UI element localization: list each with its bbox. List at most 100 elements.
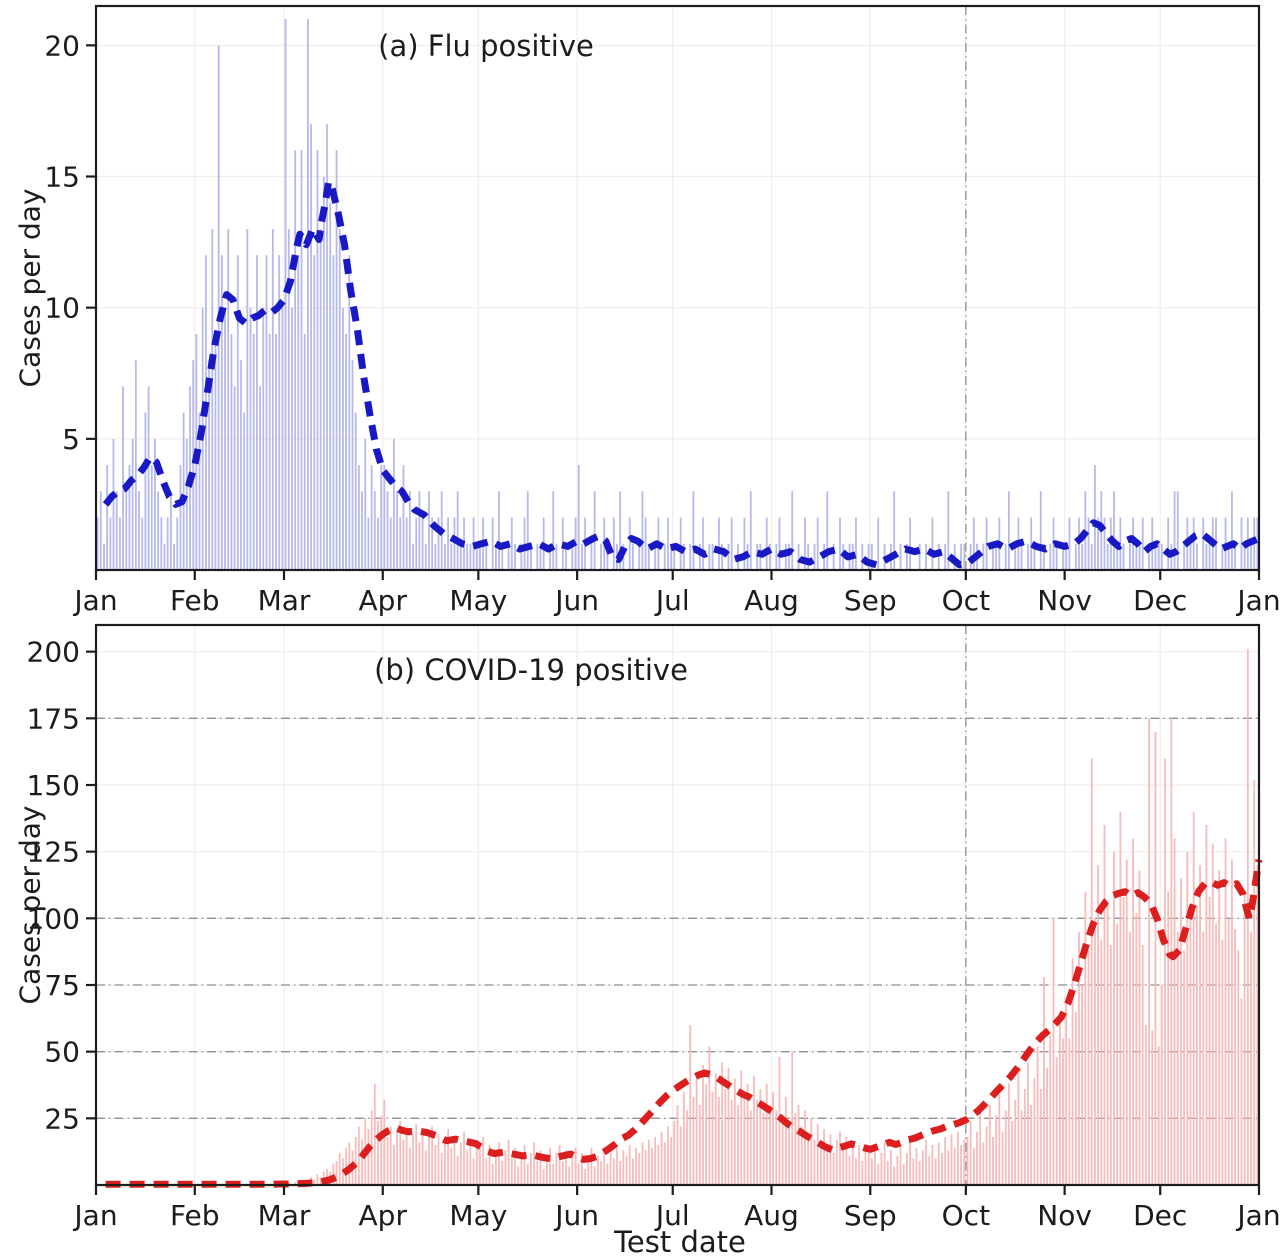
- daily-bar: [421, 517, 424, 570]
- x-tick-label: Sep: [844, 584, 897, 617]
- daily-bar: [109, 517, 112, 570]
- daily-bar: [1103, 517, 1106, 570]
- daily-bar: [408, 1147, 411, 1185]
- daily-bar: [1094, 918, 1096, 1185]
- daily-bar: [220, 255, 223, 570]
- daily-bar: [1132, 838, 1135, 1185]
- daily-bar: [335, 1161, 338, 1185]
- daily-bar: [415, 517, 418, 570]
- y-tick-label: 75: [44, 969, 80, 1002]
- daily-bar: [775, 1110, 778, 1185]
- daily-bar: [1071, 958, 1074, 1185]
- daily-bar: [1135, 913, 1138, 1185]
- daily-bar: [160, 517, 163, 570]
- daily-bar: [915, 1147, 918, 1185]
- daily-bar: [616, 1147, 618, 1185]
- daily-bar: [947, 1150, 950, 1185]
- daily-bar: [571, 543, 574, 570]
- daily-bar: [275, 333, 277, 570]
- daily-bar: [291, 307, 293, 570]
- daily-bar: [1192, 811, 1195, 1185]
- daily-bar: [444, 543, 446, 570]
- daily-bar: [1205, 543, 1208, 570]
- daily-bar: [256, 255, 258, 570]
- daily-bar: [886, 1161, 889, 1185]
- daily-bar: [494, 1153, 497, 1185]
- daily-bar: [520, 543, 523, 570]
- daily-bar: [606, 543, 609, 570]
- y-tick-label: 20: [44, 29, 80, 62]
- daily-bar: [1189, 543, 1192, 570]
- daily-bar: [348, 1142, 351, 1185]
- daily-bar: [555, 543, 558, 570]
- daily-bar: [507, 1139, 510, 1185]
- daily-bar: [1234, 543, 1236, 570]
- daily-bar: [1221, 939, 1224, 1185]
- daily-bar: [953, 1147, 956, 1185]
- daily-bar: [858, 1145, 861, 1185]
- daily-bar: [479, 543, 481, 570]
- daily-bar: [549, 543, 551, 570]
- x-tick-label: Jul: [654, 1199, 690, 1232]
- daily-bar: [377, 1121, 379, 1185]
- daily-bar: [931, 517, 934, 570]
- daily-bar: [740, 1070, 743, 1185]
- daily-bar: [1033, 543, 1036, 570]
- daily-bar: [577, 465, 580, 570]
- daily-bar: [412, 1134, 414, 1185]
- daily-bar: [1090, 758, 1093, 1185]
- daily-bar: [972, 1147, 975, 1185]
- daily-bar: [198, 412, 201, 570]
- daily-bar: [982, 1142, 985, 1185]
- x-tick-label: Nov: [1037, 584, 1092, 617]
- daily-bar: [797, 1105, 800, 1185]
- daily-bar: [1011, 1121, 1013, 1185]
- daily-bar: [571, 1155, 574, 1185]
- daily-bar: [823, 1129, 825, 1185]
- x-tick-label: Jan: [72, 1199, 117, 1232]
- daily-bar: [131, 438, 134, 570]
- daily-bar: [593, 1166, 596, 1185]
- daily-bar: [743, 1094, 746, 1185]
- daily-bar: [727, 543, 730, 570]
- daily-bar: [1218, 870, 1221, 1185]
- daily-bar: [1221, 543, 1224, 570]
- daily-bar: [641, 1142, 644, 1185]
- daily-bar: [459, 543, 462, 570]
- daily-bar: [300, 150, 303, 570]
- daily-bar: [596, 1155, 599, 1185]
- daily-bar: [832, 1153, 835, 1185]
- daily-bar: [453, 517, 456, 570]
- daily-bar: [249, 307, 252, 570]
- daily-bar: [338, 1153, 341, 1185]
- daily-bar: [182, 412, 185, 570]
- daily-bar: [1183, 950, 1186, 1185]
- daily-bar: [240, 360, 242, 570]
- x-tick-label: Oct: [942, 1199, 990, 1232]
- daily-bar: [297, 255, 300, 570]
- daily-bar: [603, 1150, 606, 1185]
- daily-bar: [456, 1155, 459, 1185]
- panel-b-title: (b) COVID-19 positive: [374, 653, 688, 687]
- daily-bar: [1049, 1035, 1052, 1185]
- daily-bar: [466, 543, 469, 570]
- daily-bar: [995, 543, 998, 570]
- daily-bar: [870, 1158, 873, 1185]
- daily-bar: [1208, 543, 1211, 570]
- daily-bar: [287, 1182, 290, 1185]
- daily-bar: [1138, 870, 1141, 1185]
- daily-bar: [906, 543, 908, 570]
- daily-bar: [396, 491, 399, 570]
- daily-bar: [558, 1145, 561, 1185]
- daily-bar: [526, 1163, 529, 1185]
- daily-bar: [593, 491, 596, 570]
- daily-bar: [1119, 811, 1122, 1185]
- daily-bar: [281, 307, 284, 570]
- daily-bar: [1036, 1046, 1039, 1185]
- daily-bar: [173, 543, 175, 570]
- daily-bar: [1180, 878, 1182, 1185]
- daily-bar: [982, 543, 985, 570]
- daily-bar: [510, 517, 513, 570]
- daily-bar: [759, 1089, 762, 1185]
- daily-bar: [1227, 543, 1230, 570]
